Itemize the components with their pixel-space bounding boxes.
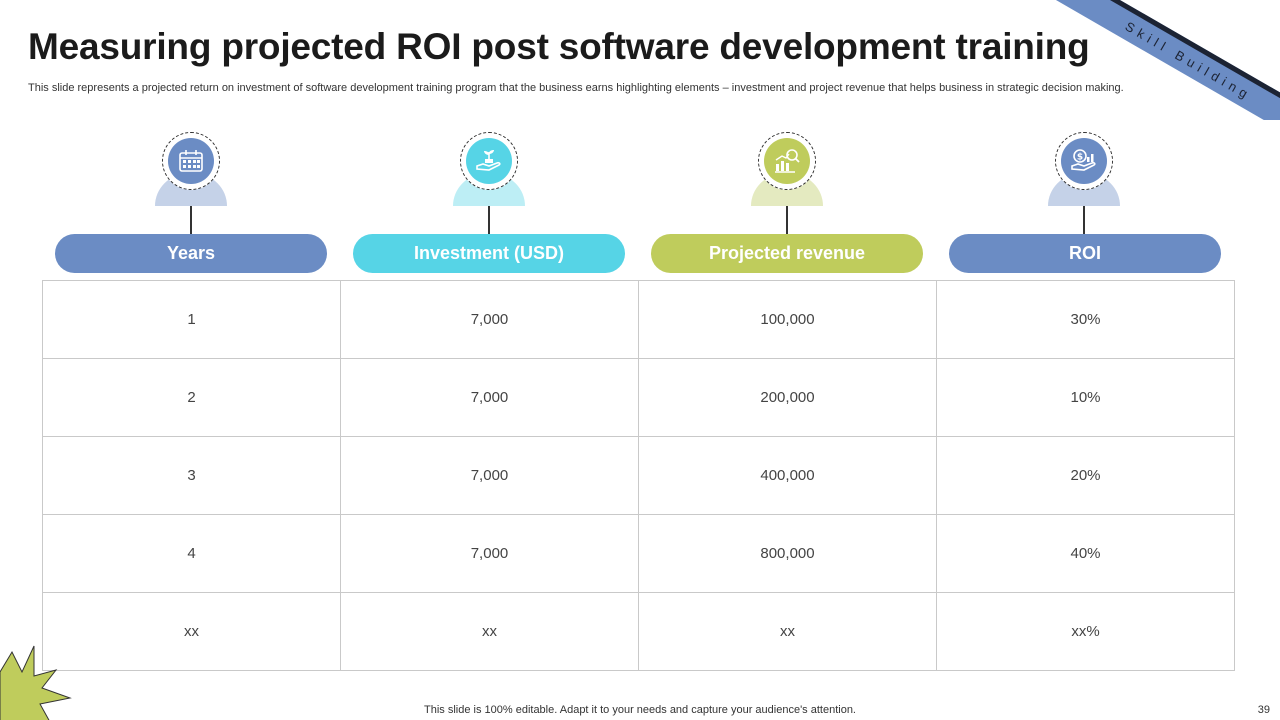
header-projected-revenue: Projected revenue [651, 234, 923, 273]
table-row: 2 7,000 200,000 10% [42, 358, 1235, 437]
investment-icon-marker [453, 132, 525, 236]
roi-table: 1 7,000 100,000 30% 2 7,000 200,000 10% … [42, 280, 1235, 671]
starburst-decoration [0, 645, 72, 720]
cell-roi: xx% [936, 592, 1235, 671]
table-row: 4 7,000 800,000 40% [42, 514, 1235, 593]
cell-year: 4 [42, 514, 341, 593]
revenue-growth-icon [764, 138, 810, 184]
table-row: 3 7,000 400,000 20% [42, 436, 1235, 515]
cell-investment: 7,000 [340, 280, 639, 359]
revenue-icon-marker [751, 132, 823, 236]
cell-roi: 20% [936, 436, 1235, 515]
cell-revenue: 200,000 [638, 358, 937, 437]
hand-plant-icon [466, 138, 512, 184]
page-subtitle: This slide represents a projected return… [28, 82, 1124, 94]
cell-roi: 30% [936, 280, 1235, 359]
cell-revenue: xx [638, 592, 937, 671]
calendar-icon [168, 138, 214, 184]
svg-text:$: $ [1077, 153, 1083, 163]
header-investment: Investment (USD) [353, 234, 625, 273]
cell-revenue: 100,000 [638, 280, 937, 359]
cell-roi: 10% [936, 358, 1235, 437]
dollar-hand-icon: $ [1061, 138, 1107, 184]
cell-year: xx [42, 592, 341, 671]
cell-roi: 40% [936, 514, 1235, 593]
cell-year: 1 [42, 280, 341, 359]
table-row: xx xx xx xx% [42, 592, 1235, 671]
cell-revenue: 800,000 [638, 514, 937, 593]
cell-investment: 7,000 [340, 436, 639, 515]
cell-revenue: 400,000 [638, 436, 937, 515]
cell-investment: xx [340, 592, 639, 671]
page-number: 39 [1257, 704, 1270, 716]
cell-year: 3 [42, 436, 341, 515]
cell-investment: 7,000 [340, 358, 639, 437]
years-icon-marker [155, 132, 227, 236]
table-row: 1 7,000 100,000 30% [42, 280, 1235, 359]
cell-investment: 7,000 [340, 514, 639, 593]
roi-icon-marker: $ [1048, 132, 1120, 236]
cell-year: 2 [42, 358, 341, 437]
page-title: Measuring projected ROI post software de… [28, 26, 1090, 67]
header-roi: ROI [949, 234, 1221, 273]
header-years: Years [55, 234, 327, 273]
footer-note: This slide is 100% editable. Adapt it to… [424, 704, 856, 716]
